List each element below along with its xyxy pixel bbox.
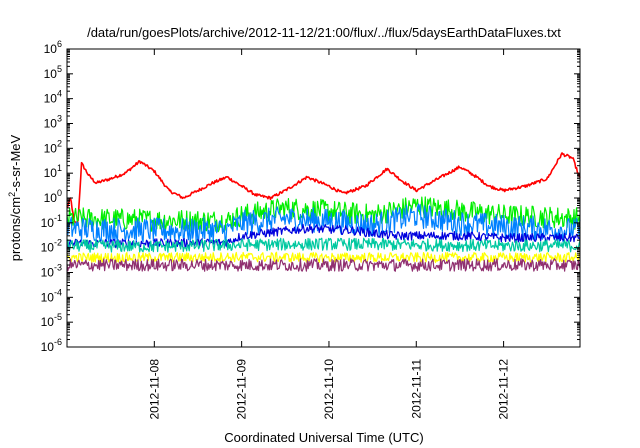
x-tick-label: 2012-11-08	[147, 359, 161, 420]
y-tick-label: 10-5	[41, 312, 62, 329]
plot-frame	[66, 48, 581, 348]
x-tick-label: 2012-11-09	[235, 359, 249, 420]
x-axis-ticks: 2012-11-08 2012-11-09 2012-11-10 2012-11-11…	[147, 49, 511, 420]
flux-series-line	[66, 237, 581, 253]
chart-title: /data/run/goesPlots/archive/2012-11-12/2…	[87, 25, 561, 40]
flux-series-line	[66, 152, 581, 225]
y-tick-label: 102	[44, 138, 62, 155]
x-tick-label: 2012-11-10	[322, 359, 336, 420]
y-tick-label: 106	[44, 39, 62, 56]
y-axis-label: protons/cm2-s-sr-MeV	[7, 134, 23, 261]
y-tick-label: 10-6	[41, 337, 62, 354]
y-tick-label: 105	[44, 64, 62, 81]
flux-series-line	[66, 203, 581, 244]
x-tick-label: 2012-11-11	[409, 359, 423, 419]
series-layer	[66, 152, 581, 272]
y-tick-label: 10-2	[41, 238, 62, 255]
flux-series-line	[66, 258, 581, 272]
y-tick-label: 103	[44, 114, 62, 131]
y-tick-label: 100	[44, 188, 62, 205]
x-axis-label: Coordinated Universal Time (UTC)	[224, 430, 423, 445]
y-tick-label: 10-4	[41, 287, 62, 304]
y-tick-label: 101	[44, 163, 62, 180]
y-axis-ticks: 10-6 10-5 10-4 10-3 10-2 10-1 100 101 102 103 104 1…	[41, 39, 580, 354]
y-tick-label: 10-1	[41, 213, 62, 230]
y-tick-label: 10-3	[41, 263, 62, 280]
y-tick-label: 104	[44, 89, 62, 106]
x-tick-label: 2012-11-12	[497, 359, 511, 420]
